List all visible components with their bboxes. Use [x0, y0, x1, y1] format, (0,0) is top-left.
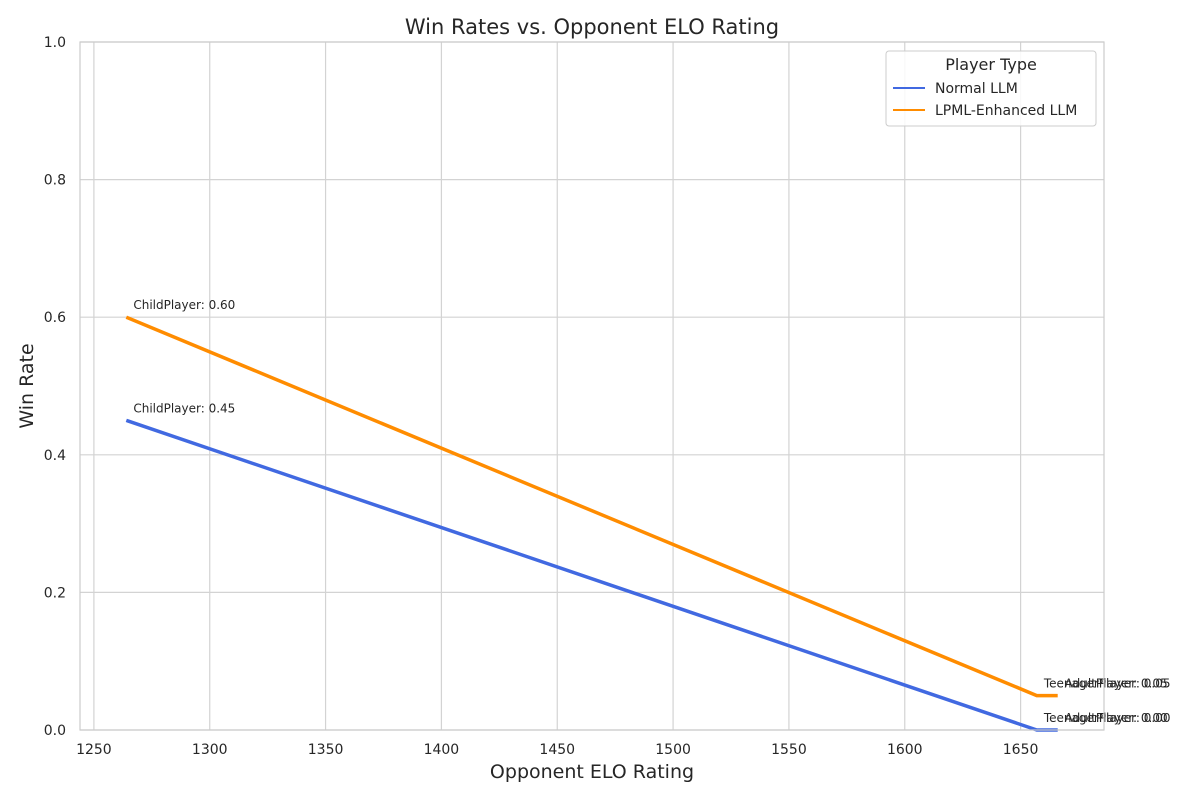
x-tick-label: 1250	[76, 742, 112, 758]
x-tick-label: 1650	[1003, 742, 1039, 758]
x-tick-label: 1450	[539, 742, 575, 758]
x-tick-label: 1400	[424, 742, 460, 758]
data-label-lpml-enhanced-llm: AdultPlayer: 0.05	[1065, 677, 1168, 691]
y-tick-label: 0.2	[44, 585, 66, 601]
y-tick-label: 1.0	[44, 35, 66, 51]
x-tick-label: 1500	[655, 742, 691, 758]
x-tick-label: 1350	[308, 742, 344, 758]
plot-frame	[79, 41, 1105, 731]
y-tick-label: 0.6	[44, 310, 66, 326]
y-tick-label: 0.0	[44, 723, 66, 739]
legend-box	[885, 50, 1097, 127]
y-tick-label: 0.8	[44, 173, 66, 189]
series-line-lpml-enhanced-llm	[125, 315, 1058, 698]
legend-title: Player Type	[945, 55, 1037, 74]
data-label-normal-llm: AdultPlayer: 0.00	[1065, 711, 1168, 725]
x-tick-label: 1550	[771, 742, 807, 758]
y-axis-title: Win Rate	[16, 343, 38, 428]
data-label-normal-llm: TeenagerPlayer: 0.00	[1043, 711, 1171, 725]
data-label-lpml-enhanced-llm: TeenagerPlayer: 0.05	[1043, 677, 1171, 691]
data-label-normal-llm: ChildPlayer: 0.45	[133, 401, 235, 415]
tick-labels: 1250 1300 1350 1400 1450 1500 1550 1600 1650 0.0 0…	[44, 35, 1039, 758]
data-label-lpml-enhanced-llm: ChildPlayer: 0.60	[133, 298, 235, 312]
legend-label-normal-llm: Normal LLM	[935, 81, 1018, 97]
legend-label-lpml-enhanced-llm: LPML-Enhanced LLM	[935, 103, 1077, 119]
chart-title: Win Rates vs. Opponent ELO Rating	[405, 15, 779, 39]
y-tick-label: 0.4	[44, 448, 66, 464]
x-tick-label: 1600	[887, 742, 923, 758]
legend: Player Type Normal LLM LPML-Enhanced LLM	[885, 50, 1097, 127]
x-axis-title: Opponent ELO Rating	[490, 761, 694, 783]
x-tick-label: 1300	[192, 742, 228, 758]
